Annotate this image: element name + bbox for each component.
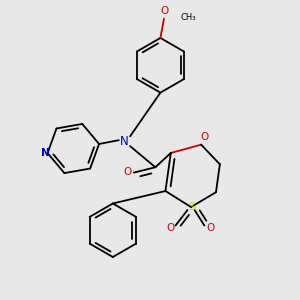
Text: O: O xyxy=(206,224,214,233)
Text: O: O xyxy=(166,224,174,233)
Text: N: N xyxy=(120,135,129,148)
Text: S: S xyxy=(188,202,195,212)
Text: O: O xyxy=(200,132,208,142)
Text: O: O xyxy=(160,6,169,16)
Text: O: O xyxy=(123,167,131,177)
Text: N: N xyxy=(41,148,50,158)
Text: CH₃: CH₃ xyxy=(180,13,196,22)
